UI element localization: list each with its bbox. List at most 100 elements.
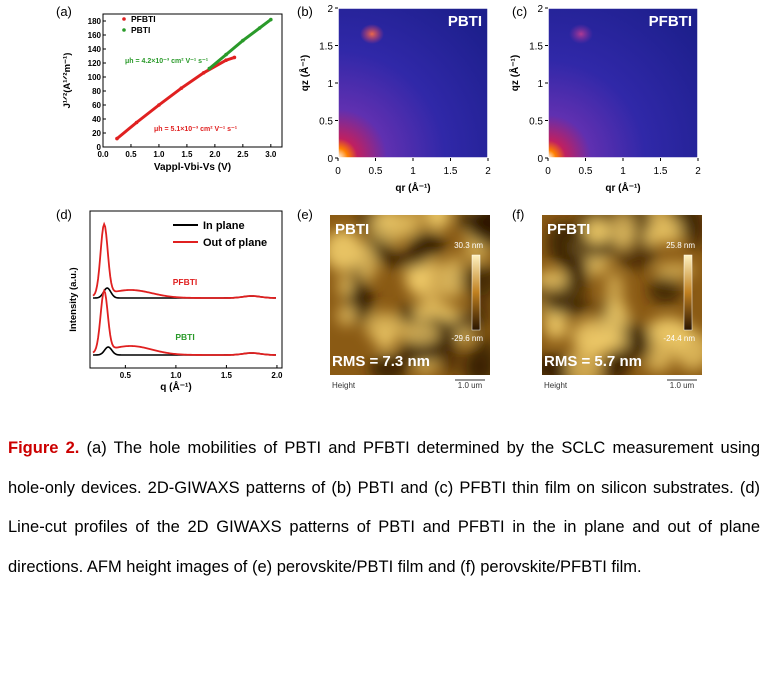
afm-texture-blob [403,215,423,236]
x-tick-label-a: 1.5 [181,150,193,159]
legend-marker-a [122,17,126,21]
afm-texture-blob [470,336,490,375]
panel-d-label: (d) [56,207,72,222]
y-tick-label-a: 140 [88,45,102,54]
panel-f-label: (f) [512,207,525,222]
panel-c-label: (c) [512,4,528,19]
legend-label-d: In plane [203,220,245,232]
y-tick-label-a: 60 [92,101,101,110]
panel-b-giwaxs: PBTI 2 1.5 1 0.5 00 0.5 1 1.5 2 qr (Å⁻¹) qz (Å⁻¹) [298,4,491,194]
x-tick-label-d: 0.5 [120,371,132,380]
data-point-PBTI [269,17,273,22]
afm-texture-blob [687,215,702,251]
panel-c-giwaxs: PFBTI 2 1.5 1 0.5 00 0.5 1 1.5 2 qr (Å⁻¹) qz (Å⁻¹) [508,4,701,194]
afm-texture-blob [453,310,489,334]
afm-e-channel: Height [332,381,356,390]
figure-caption: Figure 2. (a) The hole mobilities of PBT… [8,429,760,587]
plot-frame-a [102,13,283,148]
afm-texture-blob [402,321,440,346]
y-tick-label: 1.5 [319,42,333,53]
x-tick-label-d: 1.0 [170,371,182,380]
x-tick-label-a: 2.0 [209,150,221,159]
x-tick-label: 1 [620,166,626,177]
x-axis-label: qr (Å⁻¹) [605,181,640,194]
data-point-PBTI [224,52,228,57]
afm-texture-blob [337,274,354,298]
data-point-PFBTI [179,86,184,90]
afm-scale-bar-e [471,254,481,331]
afm-e-title: PBTI [335,221,369,238]
panel-e-label: (e) [297,207,313,222]
x-tick-label: 0 [335,166,341,177]
y-tick-label: 0.5 [529,117,543,128]
afm-f-scale-max: 25.8 nm [666,241,695,250]
caption-text: (a) The hole mobilities of PBTI and PFBT… [8,439,760,576]
x-axis-label-a: Vappl-Vbi-Vs (V) [154,162,231,173]
y-tick-label: 1.5 [529,42,543,53]
afm-texture-blob [375,327,396,353]
afm-texture-blob [602,301,630,335]
afm-texture-blob [336,304,357,326]
x-axis-label-d: q (Å⁻¹) [160,380,191,393]
afm-texture-blob [424,215,451,230]
legend-label-a: PBTI [131,25,150,35]
y-tick-label: 0.5 [319,117,333,128]
legend-marker-a [122,28,126,32]
y-axis-label: qz (Å⁻¹) [298,55,311,91]
afm-texture-blob [609,215,635,250]
afm-e-rms: RMS = 7.3 nm [332,353,430,370]
afm-texture-blob [379,251,428,269]
y-tick-label: 2 [327,4,333,15]
afm-texture-blob [330,229,363,272]
legend-label-a: PFBTI [131,14,156,24]
data-point-PFBTI [232,55,237,60]
y-axis-label-d: Intensity (a.u.) [68,267,79,331]
giwaxs-image-b [338,8,488,158]
afm-e-scale-max: 30.3 nm [454,241,483,250]
data-point-PFBTI [134,120,139,125]
panel-d-chart: 0.5 1.0 1.5 2.0 q (Å⁻¹) Intensity (a.u.) PFBTI… [68,210,283,393]
afm-texture-blob [543,295,591,317]
afm-texture-blob [364,311,405,343]
afm-scale-bar-f [683,254,693,331]
plot-frame-d [89,210,283,369]
annotation-pfbti: μh = 5.1×10⁻³ cm² V⁻¹ s⁻¹ [154,126,238,133]
afm-e-scale-min: -29.6 nm [451,334,483,343]
afm-texture-blob [562,250,590,296]
data-point-PFBTI [201,71,206,75]
x-tick-label-a: 3.0 [265,150,277,159]
afm-texture-blob [355,243,378,282]
x-tick-label: 0.5 [579,166,593,177]
y-tick-label-a: 20 [92,129,101,138]
afm-texture-blob [454,215,472,231]
y-tick-label: 1 [537,79,543,90]
afm-texture-blob [604,271,625,311]
y-tick-label: 0 [327,154,333,165]
x-tick-label-d: 2.0 [271,371,283,380]
afm-texture-blob [446,254,464,301]
panel-f-afm: 25.8 nm -24.4 nm PFBTI RMS = 5.7 nm Heig… [542,215,702,390]
x-tick-label: 0.5 [369,166,383,177]
afm-f-channel: Height [544,381,568,390]
afm-texture-blob [543,311,569,340]
x-tick-label: 1.5 [444,166,458,177]
x-tick-label: 2 [695,166,701,177]
y-tick-label-a: 0 [97,143,102,152]
afm-texture-blob [608,344,631,375]
y-tick-label: 2 [537,4,543,15]
afm-f-scale-min: -24.4 nm [663,334,695,343]
x-tick-label-a: 0.0 [97,150,109,159]
data-point-PBTI [257,26,262,30]
x-tick-label-a: 1.0 [153,150,165,159]
afm-texture-blob [407,258,454,302]
y-axis-label-a: J¹ᐟ²(A¹ᐟ²m⁻¹) [62,53,73,109]
panel-a-chart: 180 160 140 120 100 80 60 40 20 00.0 0.5 1.0 1.5 2.0 2… [62,13,283,173]
afm-texture-blob [648,274,682,305]
panel-a-label: (a) [56,4,72,19]
caption-label: Figure 2. [8,439,80,457]
curve-outofplane-pfbti [92,221,276,299]
y-tick-label: 0 [537,154,543,165]
afm-f-scalebar: 1.0 um [670,381,695,390]
y-tick-label-a: 80 [92,87,101,96]
series-line-PBTI [207,18,273,71]
